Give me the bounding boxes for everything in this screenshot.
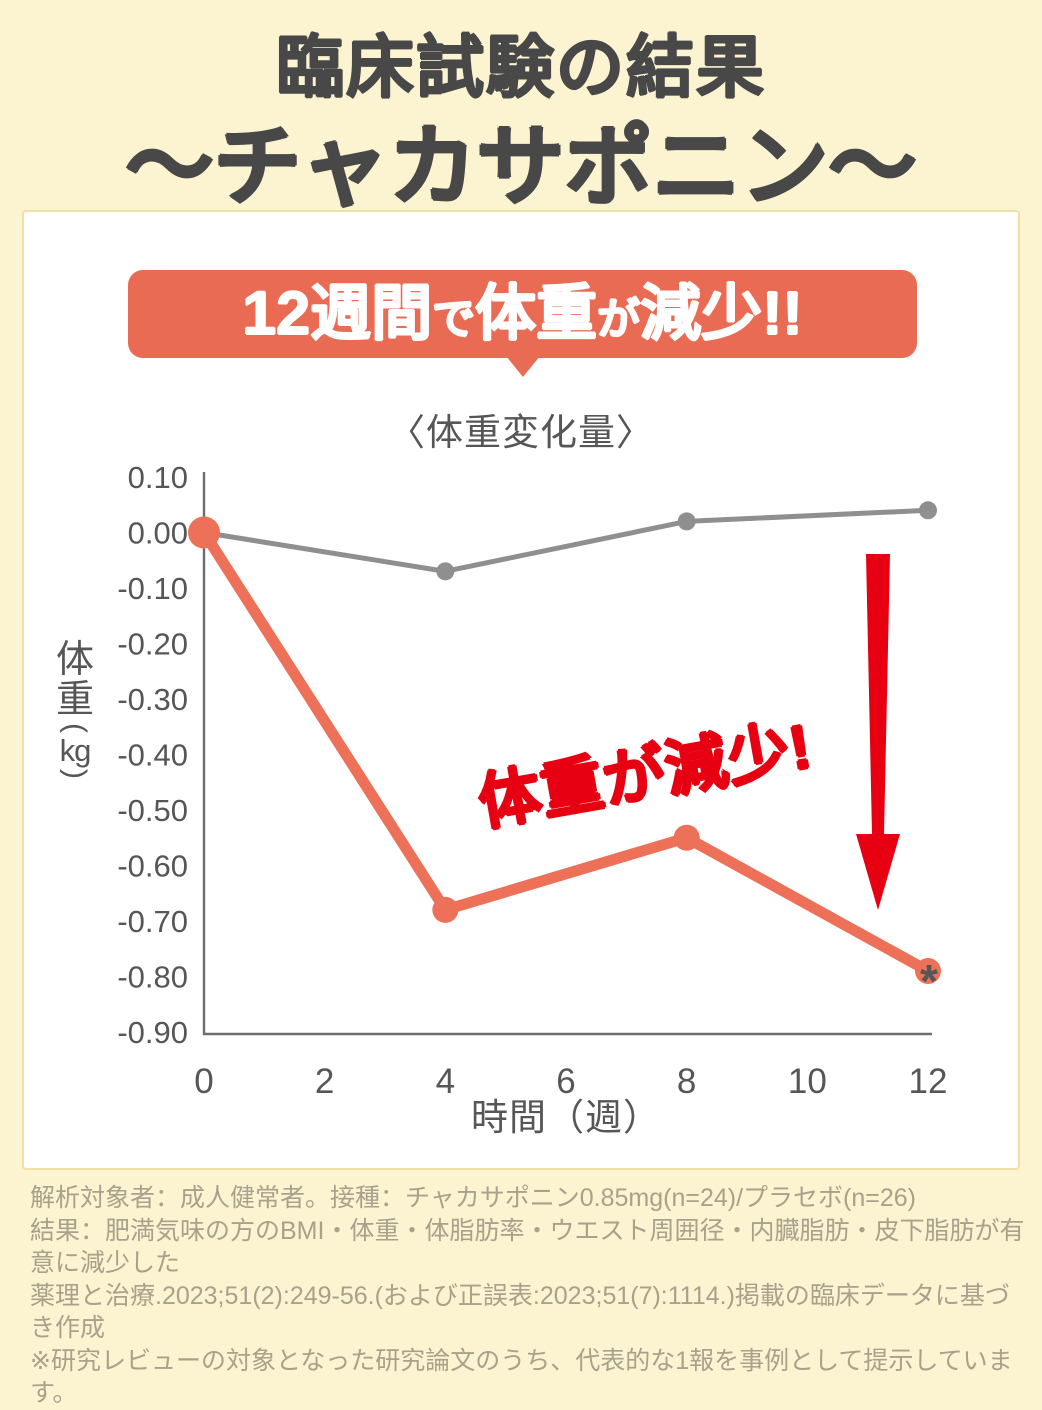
data-point-placebo-gray [436,562,455,581]
banner-text-particle2: が [597,296,641,344]
footnote-line: 結果：肥満気味の方のBMI・体重・体脂肪率・ウエスト周囲径・内臓脂肪・皮下脂肪が… [30,1216,1025,1278]
y-tick-label: -0.10 [117,571,188,606]
y-tick-label: -0.80 [117,960,188,995]
y-tick-label: -0.70 [117,904,188,939]
banner-tail-pointer [505,356,540,377]
x-tick-label: 4 [436,1062,455,1101]
significance-asterisk: * [920,955,938,1007]
y-tick-label: -0.20 [117,627,188,662]
data-point-placebo-gray [677,512,696,531]
y-tick-label: -0.40 [117,738,188,773]
banner-text-decrease: 減少!! [640,279,803,347]
x-tick-label: 0 [194,1062,213,1101]
down-arrow-icon [856,554,900,910]
footnote-line: 薬理と治療.2023;51(2):249-56.(および正誤表:2023;51(… [30,1281,1010,1343]
data-point-chakasaponin-orange [188,516,220,549]
banner-text-duration: 12週間 [242,279,433,347]
chart-title: 〈体重変化量〉 [388,412,654,453]
main-title-line2: 〜チャカサポニン〜 [125,117,917,216]
x-tick-label: 12 [909,1062,948,1101]
y-tick-label: -0.30 [117,682,188,717]
y-tick-label: -0.50 [117,793,188,828]
headline-banner: 12週間 で 体重 が 減少!! [128,270,917,377]
x-tick-label: 8 [677,1062,696,1101]
y-axis-label-part: kg [59,733,92,768]
banner-text-particle1: で [432,296,476,344]
infographic-page: 臨床試験の結果 〜チャカサポニン〜 12週間 で 体重 が 減少!! 〈体重変化… [22,30,1025,1407]
series-line-chakasaponin-orange [198,527,934,977]
y-axis-label-part: 重 [55,679,94,721]
x-tick-label: 10 [788,1062,827,1101]
data-point-chakasaponin-orange [915,957,941,984]
data-point-chakasaponin-orange [673,824,700,851]
main-title-line1: 臨床試験の結果 [275,30,766,106]
x-tick-label: 6 [556,1062,575,1101]
x-axis-label: 時間（週） [471,1097,661,1138]
chart-card: 12週間 で 体重 が 減少!! 〈体重変化量〉 体重(kg) 0.10 0.00… [22,210,1020,1170]
axes [202,472,932,1036]
data-point-chakasaponin-orange [432,896,459,923]
banner-text-weight: 体重 [475,279,598,347]
y-tick-label: 0.00 [128,516,188,551]
y-axis-label: 体重(kg) [50,640,100,782]
data-point-placebo-gray [919,501,937,520]
series-line-placebo-gray [201,507,931,574]
footnote-line: ※研究レビューの対象となった研究論文のうち、代表的な1報を事例として提示していま… [30,1346,1013,1408]
footnotes: 解析対象者：成人健常者。接種：チャカサポニン0.85mg(n=24)/プラセボ(… [30,1182,1030,1410]
y-tick-label: -0.60 [117,849,188,884]
footnote-line: 解析対象者：成人健常者。接種：チャカサポニン0.85mg(n=24)/プラセボ(… [30,1184,917,1212]
y-axis-label-part: 体 [55,639,94,681]
x-tick-label: 2 [315,1062,334,1101]
weight-change-line-chart: 0.10 0.00 -0.10 -0.20 -0.30 -0.40 -0.50 -0.60 -0… [117,460,948,1138]
y-tick-label: 0.10 [128,460,188,495]
y-tick-label: -0.90 [117,1015,188,1050]
